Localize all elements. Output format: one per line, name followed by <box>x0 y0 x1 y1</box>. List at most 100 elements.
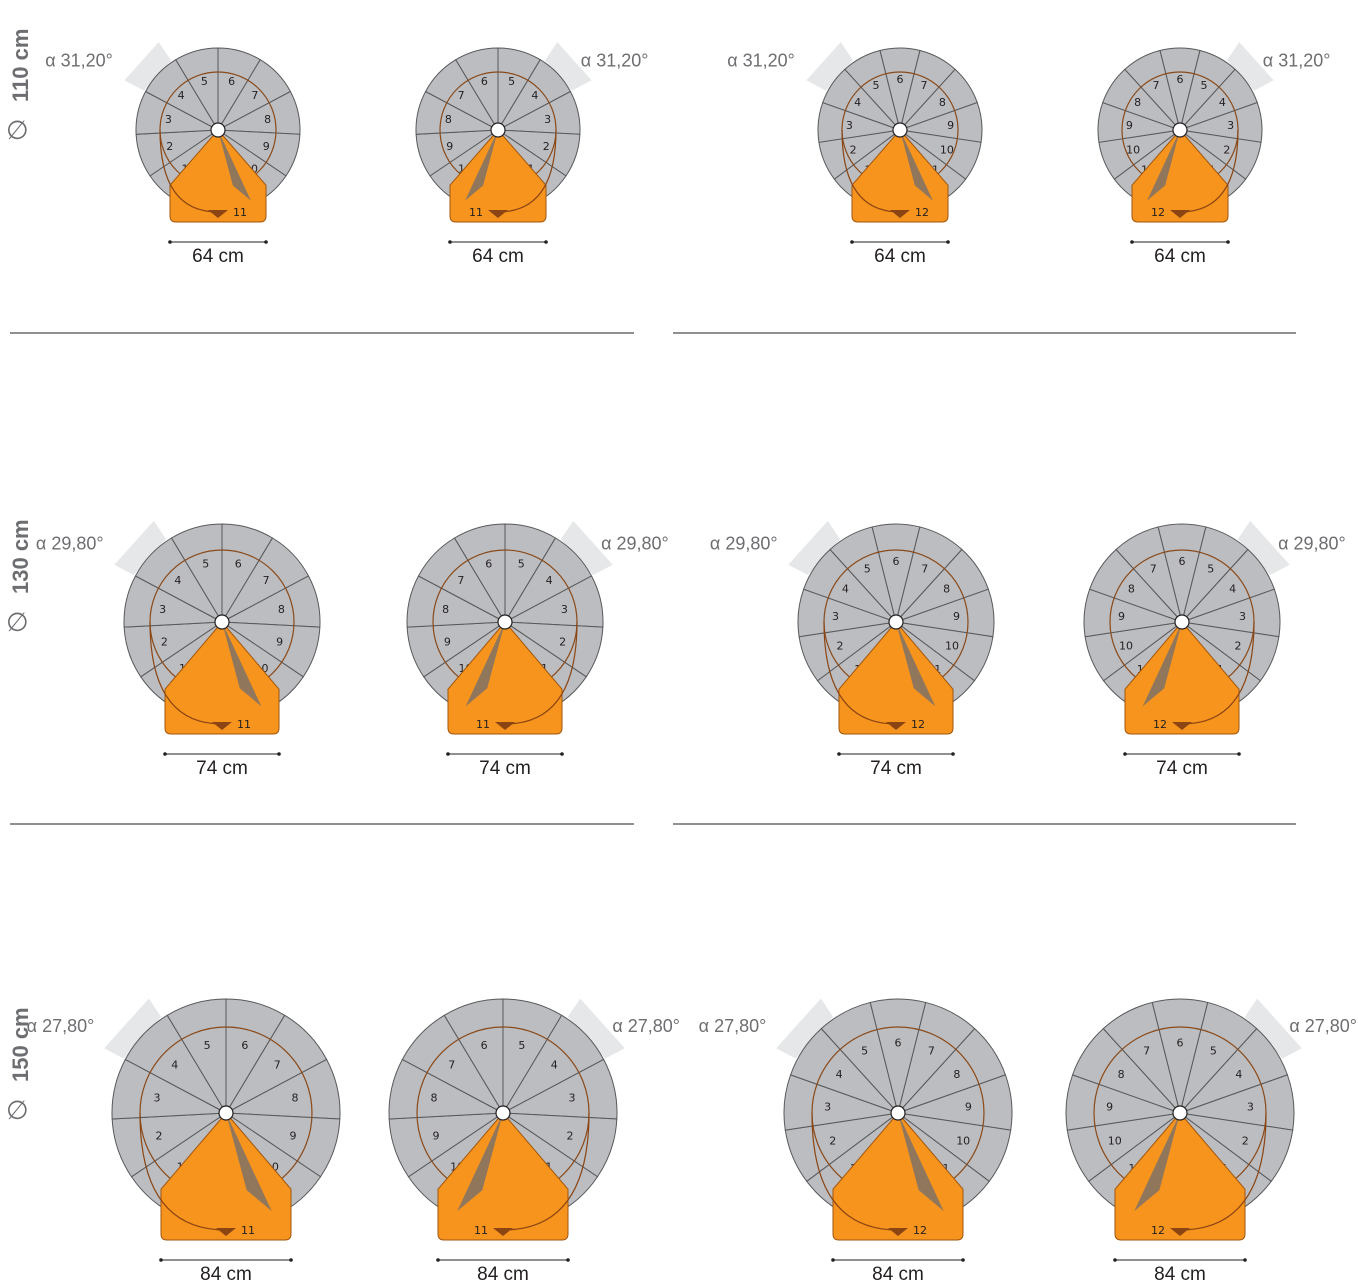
step-number: 6 <box>228 75 235 88</box>
arrow-icon <box>888 1228 908 1236</box>
angle-label: α 29,80° <box>36 534 104 554</box>
first-step-shadow <box>896 622 936 707</box>
walking-line <box>841 129 901 213</box>
center-post <box>218 1105 234 1121</box>
staircase-plan: α 31,20°123456789101164 cm <box>45 42 301 267</box>
walking-line <box>823 621 897 725</box>
dimension-dot <box>289 1258 293 1262</box>
dimension-dot <box>850 240 854 244</box>
width-label: 74 cm <box>1156 758 1208 779</box>
dimension-dot <box>566 1258 570 1262</box>
diameter-icon: ∅ <box>6 1096 29 1126</box>
landing <box>1124 621 1240 735</box>
staircase-plan: α 29,80°109876543211174 cm <box>406 520 669 779</box>
step-number: 3 <box>165 113 172 126</box>
step-number: 7 <box>448 1058 455 1071</box>
step-number: 4 <box>546 574 553 587</box>
step-number: 4 <box>531 89 538 102</box>
step-number: 6 <box>235 557 242 570</box>
step-number: 4 <box>174 574 181 587</box>
step-number: 8 <box>445 113 452 126</box>
angle-wedge <box>114 520 167 576</box>
step-number: 9 <box>965 1100 972 1113</box>
step-number: 8 <box>442 603 449 616</box>
step-number: 9 <box>1126 119 1133 132</box>
step-number: 5 <box>518 557 525 570</box>
angle-wedge <box>124 42 172 91</box>
step-number: 3 <box>159 603 166 616</box>
step-number: 7 <box>928 1045 935 1058</box>
dimension-dot <box>1243 1258 1247 1262</box>
staircase-plan: α 27,80°123456789101184 cm <box>27 998 341 1285</box>
first-step-shadow <box>457 1113 503 1212</box>
angle-label: α 27,80° <box>612 1016 680 1036</box>
step-number: 5 <box>204 1039 211 1052</box>
first-step-shadow <box>1134 1113 1180 1212</box>
width-label: 74 cm <box>870 758 922 779</box>
angle-label: α 31,20° <box>727 51 795 71</box>
step-number: 5 <box>864 562 871 575</box>
angle-wedge <box>1226 42 1274 91</box>
dimension-dot <box>1130 240 1134 244</box>
center-post <box>210 122 226 138</box>
angle-label: α 27,80° <box>1289 1016 1357 1036</box>
dimension-dot <box>1237 752 1241 756</box>
step-number: 5 <box>1210 1045 1217 1058</box>
step-number: 4 <box>1235 1068 1242 1081</box>
walking-line <box>1179 129 1239 213</box>
landing-number: 12 <box>911 718 925 731</box>
dimension-dot <box>436 1258 440 1262</box>
first-step-shadow <box>900 130 933 201</box>
angle-wedge <box>806 42 854 91</box>
angle-wedge <box>776 998 834 1059</box>
step-number: 10 <box>945 639 959 652</box>
step-number: 2 <box>1242 1134 1249 1147</box>
angle-wedge <box>567 998 625 1059</box>
landing-number: 12 <box>1153 718 1167 731</box>
dimension-dot <box>951 752 955 756</box>
walking-line <box>504 621 578 725</box>
angle-label: α 27,80° <box>699 1016 767 1036</box>
dimension-dot <box>264 240 268 244</box>
center-post <box>490 122 506 138</box>
landing <box>164 621 280 735</box>
step-number: 9 <box>953 610 960 623</box>
step-number: 9 <box>446 140 453 153</box>
landing <box>447 621 563 735</box>
step-number: 3 <box>1227 119 1234 132</box>
angle-wedge <box>544 42 592 91</box>
step-number: 4 <box>178 89 185 102</box>
walking-line <box>159 129 219 213</box>
step-number: 10 <box>1126 144 1140 157</box>
width-label: 74 cm <box>479 758 531 779</box>
step-number: 7 <box>274 1058 281 1071</box>
step-number: 7 <box>921 79 928 92</box>
staircase-plan: α 27,80°109876543211184 cm <box>388 998 680 1285</box>
center-post <box>497 614 513 630</box>
first-step-shadow <box>465 622 505 707</box>
dimension-dot <box>448 240 452 244</box>
angle-wedge <box>1244 998 1302 1059</box>
first-step-shadow <box>465 130 498 201</box>
step-number: 3 <box>846 119 853 132</box>
step-number: 6 <box>481 1039 488 1052</box>
dimension-dot <box>163 752 167 756</box>
landing <box>1114 1112 1246 1241</box>
dimension-dot <box>946 240 950 244</box>
step-number: 7 <box>1152 79 1159 92</box>
step-number: 6 <box>1177 73 1184 86</box>
step-number: 6 <box>893 555 900 568</box>
step-number: 5 <box>872 79 879 92</box>
walking-line <box>497 129 557 213</box>
angle-label: α 29,80° <box>710 534 778 554</box>
staircase-plan: α 29,80°11109876543211274 cm <box>1083 520 1346 779</box>
first-step-shadow <box>218 130 251 201</box>
arrow-icon <box>493 1228 513 1236</box>
walking-line <box>139 1112 227 1231</box>
step-number: 5 <box>1201 79 1208 92</box>
first-step-shadow <box>222 622 262 707</box>
step-number: 3 <box>1247 1100 1254 1113</box>
first-step-shadow <box>898 1113 944 1212</box>
step-number: 4 <box>842 582 849 595</box>
step-number: 2 <box>161 635 168 648</box>
